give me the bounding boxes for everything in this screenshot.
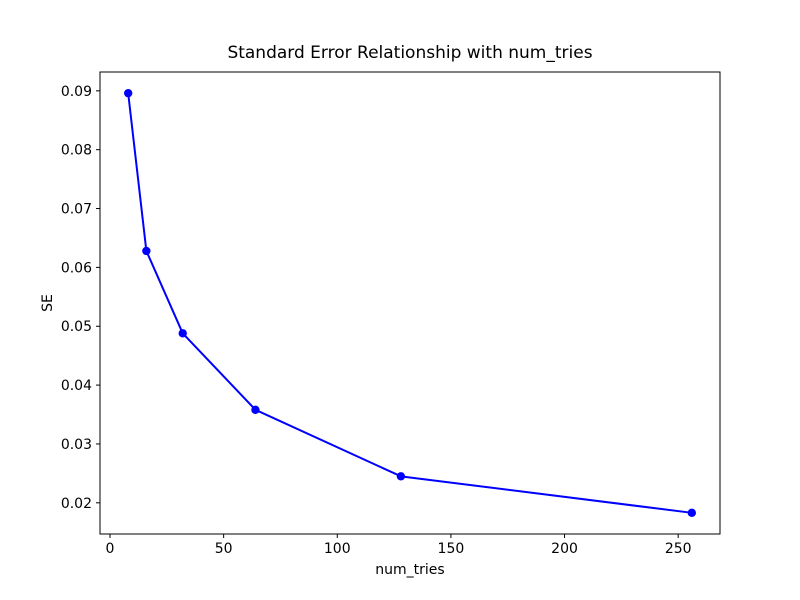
data-point-marker: [123, 88, 133, 98]
data-point-marker: [251, 405, 260, 415]
x-tick-label: 100: [324, 541, 351, 557]
x-tick-label: 0: [106, 541, 115, 557]
data-point-marker: [178, 329, 187, 338]
y-tick-label: 0.09: [61, 84, 92, 100]
y-tick-label: 0.06: [61, 260, 92, 276]
x-tick-label: 50: [215, 541, 233, 557]
x-axis-label: num_tries: [375, 562, 445, 578]
y-axis-label: SE: [40, 294, 56, 312]
x-tick-label: 150: [438, 541, 465, 557]
y-tick-label: 0.05: [61, 319, 92, 335]
y-tick-label: 0.07: [61, 202, 92, 218]
chart-title: Standard Error Relationship with num_tri…: [227, 43, 593, 63]
data-point-marker: [396, 472, 406, 481]
y-tick-label: 0.02: [61, 496, 92, 512]
y-tick-label: 0.08: [61, 143, 92, 159]
y-tick-label: 0.03: [61, 437, 92, 453]
data-point-marker: [142, 246, 151, 256]
data-point-marker: [687, 508, 697, 518]
y-tick-label: 0.04: [61, 378, 92, 394]
x-tick-label: 200: [551, 541, 578, 557]
se-line: [127, 93, 692, 514]
axes-spines: [99, 71, 721, 535]
x-tick-label: 250: [665, 541, 692, 557]
